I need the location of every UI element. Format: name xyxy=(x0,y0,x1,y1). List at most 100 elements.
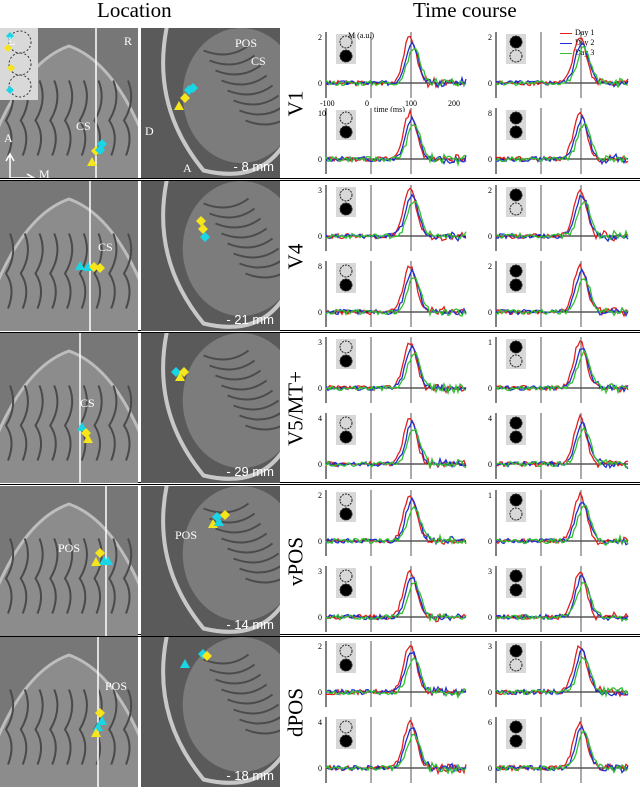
slice-depth-label: - 8 mm xyxy=(233,159,274,174)
y-zero-tick: 0 xyxy=(488,155,492,164)
y-max-tick: 2 xyxy=(318,642,322,651)
y-zero-tick: 0 xyxy=(318,764,322,773)
mri-axial-panel: CS xyxy=(0,333,138,483)
region-label: vPOS xyxy=(283,536,308,587)
anatomy-label: CS xyxy=(251,54,266,68)
anatomy-label: POS xyxy=(235,36,258,50)
time-course-plot: 20 xyxy=(318,641,467,707)
mri-axial-panel: POS xyxy=(0,486,138,636)
y-zero-tick: 0 xyxy=(488,232,492,241)
y-zero-tick: 0 xyxy=(488,460,492,469)
anatomy-label: A xyxy=(183,161,192,175)
mri-axial-panel: L R CS A M xyxy=(0,28,138,178)
anatomy-label: POS xyxy=(58,541,81,555)
y-max-tick: 6 xyxy=(488,718,492,727)
time-course-plot: 2 0 M (a.u.) -100 0 100 200 time (ms) xyxy=(318,31,467,112)
anatomy-label: CS xyxy=(80,396,95,410)
mri-sagittal-panel: POS - 14 mm xyxy=(141,486,280,636)
y-max-tick: 10 xyxy=(318,109,326,118)
slice-depth-label: - 14 mm xyxy=(226,617,274,632)
y-max-tick: 4 xyxy=(318,414,322,423)
mri-sagittal-panel: - 21 mm xyxy=(141,181,280,331)
slice-depth-label: - 29 mm xyxy=(226,464,274,479)
mri-sagittal-panel: POS CS D A - 8 mm xyxy=(141,28,280,178)
time-course-plot: 40 xyxy=(318,413,467,479)
y-zero-tick: 0 xyxy=(318,460,322,469)
time-course-plot: 30 xyxy=(488,566,629,632)
anatomy-label: L xyxy=(8,34,16,48)
y-zero-tick: 0 xyxy=(318,79,322,88)
time-course-plot: 10 xyxy=(488,490,629,556)
time-course-plot: 20 xyxy=(488,185,629,251)
row-separator xyxy=(0,482,640,485)
mri-axial-panel: CS xyxy=(0,181,138,331)
mri-sagittal-panel: - 18 mm xyxy=(141,637,280,787)
location-column-title: Location xyxy=(97,0,172,22)
time-course-plot: 10 0 xyxy=(318,108,467,174)
x-tick-label: 0 xyxy=(365,99,369,108)
y-zero-tick: 0 xyxy=(488,537,492,546)
y-max-tick: 2 xyxy=(318,33,322,42)
region-label: V5/MT+ xyxy=(283,371,308,446)
x-axis-label: time (ms) xyxy=(374,105,405,112)
y-zero-tick: 0 xyxy=(318,688,322,697)
y-zero-tick: 0 xyxy=(488,613,492,622)
row-separator xyxy=(0,634,640,637)
time-course-plot: 30 xyxy=(488,641,629,707)
x-tick-label: 200 xyxy=(448,99,460,108)
y-max-tick: 1 xyxy=(488,491,492,500)
slice-depth-label: - 21 mm xyxy=(226,312,274,327)
y-max-tick: 4 xyxy=(488,414,492,423)
y-max-tick: 3 xyxy=(488,567,492,576)
y-max-tick: 3 xyxy=(318,567,322,576)
row-separator xyxy=(0,330,640,333)
time-course-plot: 80 xyxy=(318,261,467,327)
region-label: dPOS xyxy=(283,687,308,738)
y-max-tick: 8 xyxy=(318,262,322,271)
time-course-plot: 30 xyxy=(318,566,467,632)
y-zero-tick: 0 xyxy=(318,613,322,622)
y-zero-tick: 0 xyxy=(318,384,322,393)
mri-sagittal-panel: - 29 mm xyxy=(141,333,280,483)
y-max-tick: 2 xyxy=(488,262,492,271)
anatomy-label: A xyxy=(4,131,13,145)
x-tick-label: -100 xyxy=(320,99,335,108)
y-zero-tick: 0 xyxy=(318,537,322,546)
time-course-plot: 20 xyxy=(488,261,629,327)
time-course-plot: 60 xyxy=(488,717,629,783)
legend: Day 1 Day 2 Day 3 xyxy=(560,28,594,58)
y-axis-label: M (a.u.) xyxy=(348,31,374,40)
y-max-tick: 2 xyxy=(318,491,322,500)
y-max-tick: 3 xyxy=(488,642,492,651)
y-zero-tick: 0 xyxy=(318,308,322,317)
time-course-plot: 20 xyxy=(488,32,629,98)
y-zero-tick: 0 xyxy=(488,764,492,773)
legend-day1: Day 1 xyxy=(560,28,594,38)
legend-day3: Day 3 xyxy=(560,48,594,58)
anatomy-label: CS xyxy=(98,240,113,254)
y-max-tick: 4 xyxy=(318,718,322,727)
y-max-tick: 1 xyxy=(488,338,492,347)
time-course-plot: 10 xyxy=(488,337,629,403)
anatomy-label: CS xyxy=(76,119,91,133)
anatomy-label: POS xyxy=(105,679,128,693)
legend-day2: Day 2 xyxy=(560,38,594,48)
y-max-tick: 2 xyxy=(488,186,492,195)
y-zero-tick: 0 xyxy=(488,384,492,393)
y-zero-tick: 0 xyxy=(488,79,492,88)
y-max-tick: 2 xyxy=(488,33,492,42)
time-course-plot: 30 xyxy=(318,185,467,251)
time-course-plot: 80 xyxy=(488,108,629,174)
anatomy-label: M xyxy=(39,167,50,178)
anatomy-label: POS xyxy=(175,528,198,542)
y-max-tick: 8 xyxy=(488,109,492,118)
anatomy-label: R xyxy=(124,34,133,48)
region-label: V1 xyxy=(283,90,308,117)
mri-axial-panel: POS xyxy=(0,637,138,787)
region-label: V4 xyxy=(283,243,308,270)
time-course-plot: 40 xyxy=(318,717,467,783)
time-course-plot: 40 xyxy=(488,413,629,479)
y-zero-tick: 0 xyxy=(318,232,322,241)
y-zero-tick: 0 xyxy=(318,155,322,164)
slice-depth-label: - 18 mm xyxy=(226,768,274,783)
